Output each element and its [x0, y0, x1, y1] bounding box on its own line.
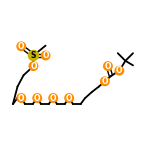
Circle shape: [28, 50, 38, 60]
Circle shape: [65, 94, 73, 102]
Circle shape: [17, 42, 26, 51]
Text: O: O: [66, 93, 72, 103]
Text: O: O: [18, 93, 24, 103]
Text: O: O: [50, 93, 56, 103]
Text: O: O: [105, 62, 111, 71]
Circle shape: [29, 62, 38, 70]
Circle shape: [101, 77, 109, 86]
Text: O: O: [116, 66, 123, 75]
Circle shape: [115, 66, 124, 75]
Circle shape: [17, 94, 26, 102]
Text: O: O: [102, 77, 108, 86]
Text: O: O: [30, 62, 37, 71]
Circle shape: [41, 51, 50, 60]
Circle shape: [49, 94, 57, 102]
Text: O: O: [42, 51, 49, 60]
Text: O: O: [34, 93, 40, 103]
Circle shape: [33, 94, 41, 102]
Text: S: S: [31, 51, 36, 60]
Circle shape: [104, 62, 112, 70]
Text: O: O: [18, 42, 24, 51]
